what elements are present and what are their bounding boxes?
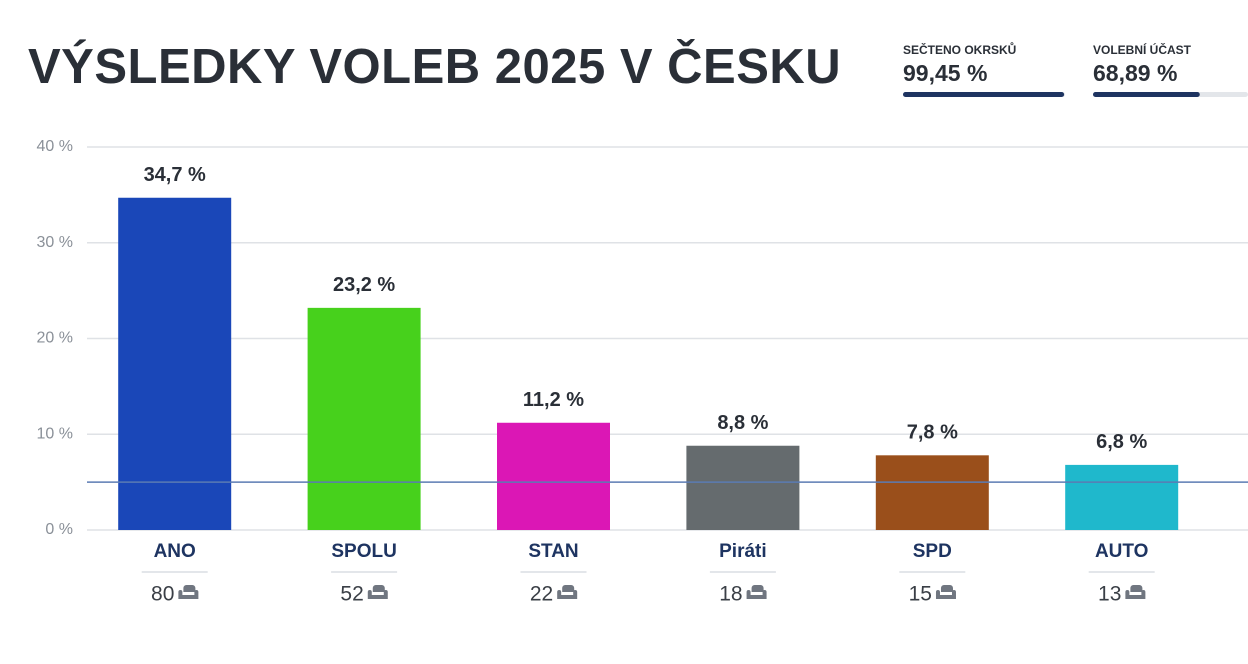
seat-icon (935, 585, 956, 599)
value-label: 11,2 % (523, 389, 584, 411)
seat-icon (178, 585, 199, 599)
stat-label: SEČTENO OKRSKŮ (903, 41, 1016, 57)
x-tick-label: SPOLU (331, 541, 396, 562)
value-label: 7,8 % (907, 422, 958, 444)
x-tick-label: AUTO (1095, 541, 1148, 562)
progress-bar (903, 92, 1065, 97)
x-tick-label: Piráti (719, 541, 767, 562)
value-label: 23,2 % (333, 274, 395, 296)
value-label: 8,8 % (717, 412, 768, 434)
seat-count: 18 (719, 583, 742, 606)
seat-icon (367, 585, 388, 599)
stat-label: VOLEBNÍ ÚČAST (1093, 42, 1192, 57)
x-tick-label: SPD (913, 541, 952, 562)
bar (1065, 464, 1179, 530)
y-tick-label: 40 % (37, 138, 73, 155)
value-label: 6,8 % (1096, 431, 1147, 453)
bar (118, 197, 232, 530)
page-title: VÝSLEDKY VOLEB 2025 V ČESKU (28, 39, 841, 94)
stat-value: 99,45 % (903, 60, 987, 86)
seat-count: 22 (530, 583, 553, 606)
seat-icon (557, 585, 578, 599)
bar (686, 445, 800, 530)
bar (875, 455, 989, 530)
seat-icon (746, 585, 767, 599)
y-tick-label: 0 % (45, 521, 73, 538)
value-label: 34,7 % (144, 164, 206, 186)
stat-value: 68,89 % (1093, 60, 1177, 86)
seat-count: 52 (340, 583, 363, 606)
progress-bar (1093, 92, 1200, 97)
x-tick-label: STAN (528, 541, 578, 562)
bar (307, 307, 421, 530)
y-tick-label: 10 % (37, 425, 73, 442)
x-tick-label: ANO (154, 541, 196, 562)
seat-count: 15 (909, 583, 932, 606)
seat-count: 80 (151, 583, 174, 606)
y-tick-label: 30 % (37, 234, 73, 251)
y-tick-label: 20 % (37, 330, 73, 347)
bar (497, 422, 610, 530)
seat-icon (1125, 585, 1146, 599)
seat-count: 13 (1098, 583, 1121, 606)
